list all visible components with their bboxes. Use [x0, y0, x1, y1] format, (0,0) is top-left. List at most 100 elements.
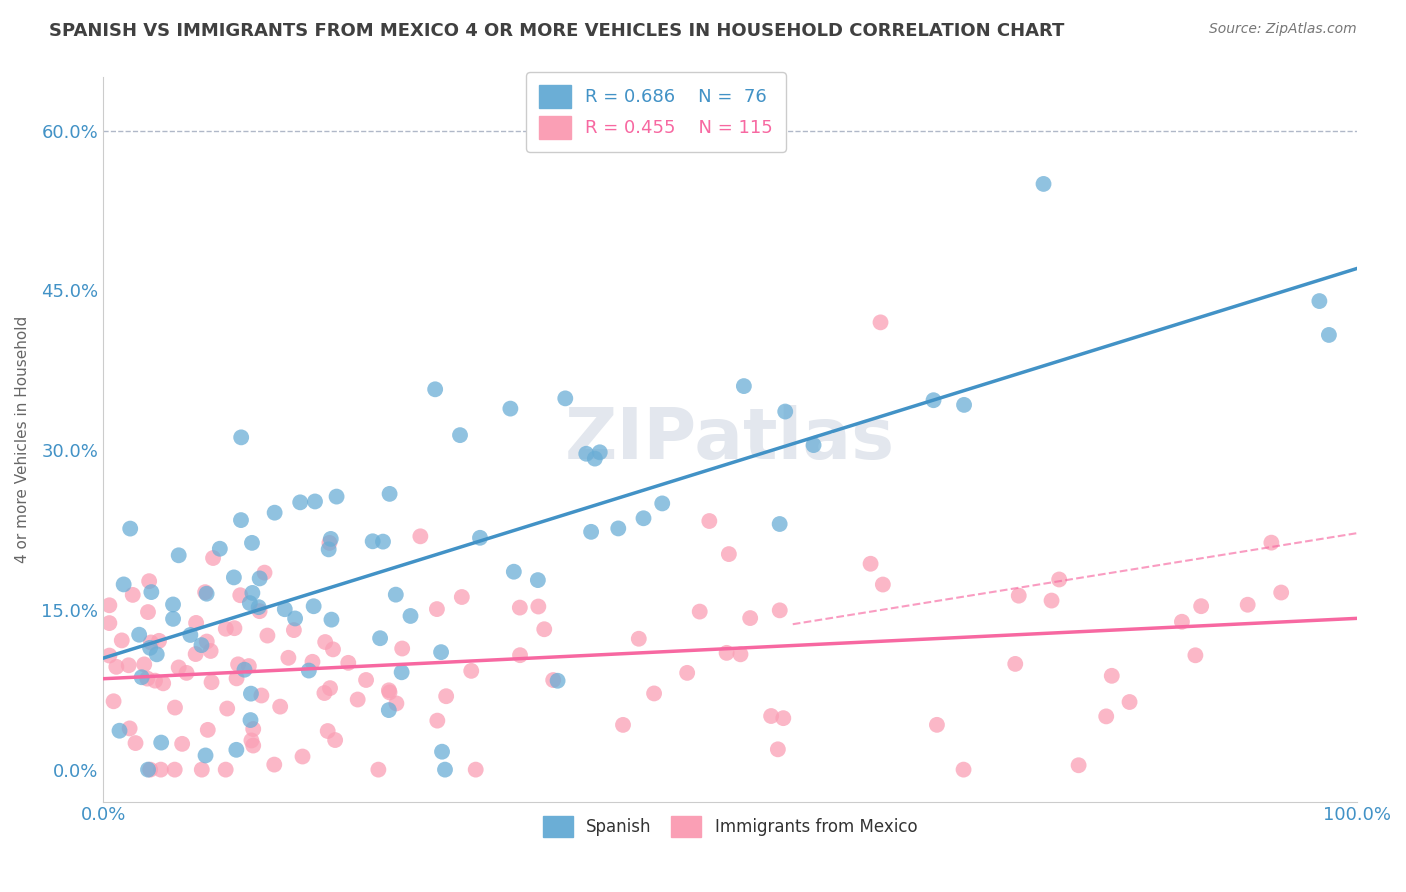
Point — [239, 687, 262, 701]
Point — [346, 692, 368, 706]
Point — [759, 709, 782, 723]
Point — [103, 694, 125, 708]
Point — [502, 565, 524, 579]
Point — [139, 635, 162, 649]
Point — [105, 660, 128, 674]
Point — [208, 541, 231, 556]
Point — [952, 763, 974, 777]
Point — [1008, 589, 1031, 603]
Point — [1189, 599, 1212, 614]
Point — [242, 722, 264, 736]
Point — [191, 763, 214, 777]
Point — [922, 393, 945, 408]
Point — [547, 673, 569, 688]
Point — [527, 573, 550, 587]
Point — [533, 622, 555, 636]
Point — [176, 665, 198, 680]
Point — [499, 401, 522, 416]
Point — [148, 633, 170, 648]
Point — [323, 733, 346, 747]
Point — [378, 703, 401, 717]
Point — [263, 506, 285, 520]
Point — [121, 588, 143, 602]
Point — [134, 657, 156, 672]
Point — [869, 315, 891, 329]
Point — [269, 699, 291, 714]
Point — [194, 585, 217, 599]
Point — [284, 611, 307, 625]
Point — [304, 494, 326, 508]
Point — [391, 665, 413, 680]
Point — [98, 616, 121, 631]
Point — [136, 605, 159, 619]
Point — [689, 605, 711, 619]
Point — [371, 534, 394, 549]
Point — [354, 673, 377, 687]
Point — [1118, 695, 1140, 709]
Point — [464, 763, 486, 777]
Point — [651, 496, 673, 510]
Text: Source: ZipAtlas.com: Source: ZipAtlas.com — [1209, 22, 1357, 37]
Point — [367, 763, 389, 777]
Point — [314, 635, 336, 649]
Point — [450, 590, 472, 604]
Legend: Spanish, Immigrants from Mexico: Spanish, Immigrants from Mexico — [536, 809, 924, 844]
Point — [143, 673, 166, 688]
Point — [195, 634, 218, 648]
Point — [399, 609, 422, 624]
Point — [277, 650, 299, 665]
Point — [460, 664, 482, 678]
Point — [195, 587, 218, 601]
Point — [318, 536, 340, 550]
Point — [200, 644, 222, 658]
Point — [202, 551, 225, 566]
Point — [575, 447, 598, 461]
Point — [1270, 585, 1292, 599]
Point — [378, 487, 401, 501]
Point — [385, 588, 408, 602]
Point — [1040, 593, 1063, 607]
Point — [290, 495, 312, 509]
Point — [772, 711, 794, 725]
Point — [111, 633, 134, 648]
Text: SPANISH VS IMMIGRANTS FROM MEXICO 4 OR MORE VEHICLES IN HOUSEHOLD CORRELATION CH: SPANISH VS IMMIGRANTS FROM MEXICO 4 OR M… — [49, 22, 1064, 40]
Text: ZIPatlas: ZIPatlas — [565, 405, 896, 474]
Point — [385, 697, 408, 711]
Point — [716, 646, 738, 660]
Point — [509, 648, 531, 663]
Point — [859, 557, 882, 571]
Point — [108, 723, 131, 738]
Point — [337, 656, 360, 670]
Point — [118, 722, 141, 736]
Point — [589, 445, 612, 459]
Point — [449, 428, 471, 442]
Point — [378, 683, 401, 698]
Point — [242, 739, 264, 753]
Point — [527, 599, 550, 614]
Point — [316, 724, 339, 739]
Point — [167, 660, 190, 674]
Point — [953, 398, 976, 412]
Point — [200, 675, 222, 690]
Point — [766, 742, 789, 756]
Point — [141, 585, 163, 599]
Point — [225, 671, 247, 685]
Point — [423, 382, 446, 396]
Point — [229, 588, 252, 602]
Point — [633, 511, 655, 525]
Point — [247, 600, 270, 615]
Point — [98, 599, 121, 613]
Point — [120, 522, 142, 536]
Point — [318, 542, 340, 557]
Point — [426, 714, 449, 728]
Point — [733, 379, 755, 393]
Point — [1095, 709, 1118, 723]
Point — [150, 736, 173, 750]
Point — [554, 392, 576, 406]
Point — [250, 689, 273, 703]
Point — [378, 685, 401, 699]
Point — [163, 700, 186, 714]
Point — [433, 763, 456, 777]
Point — [184, 615, 207, 630]
Point — [391, 641, 413, 656]
